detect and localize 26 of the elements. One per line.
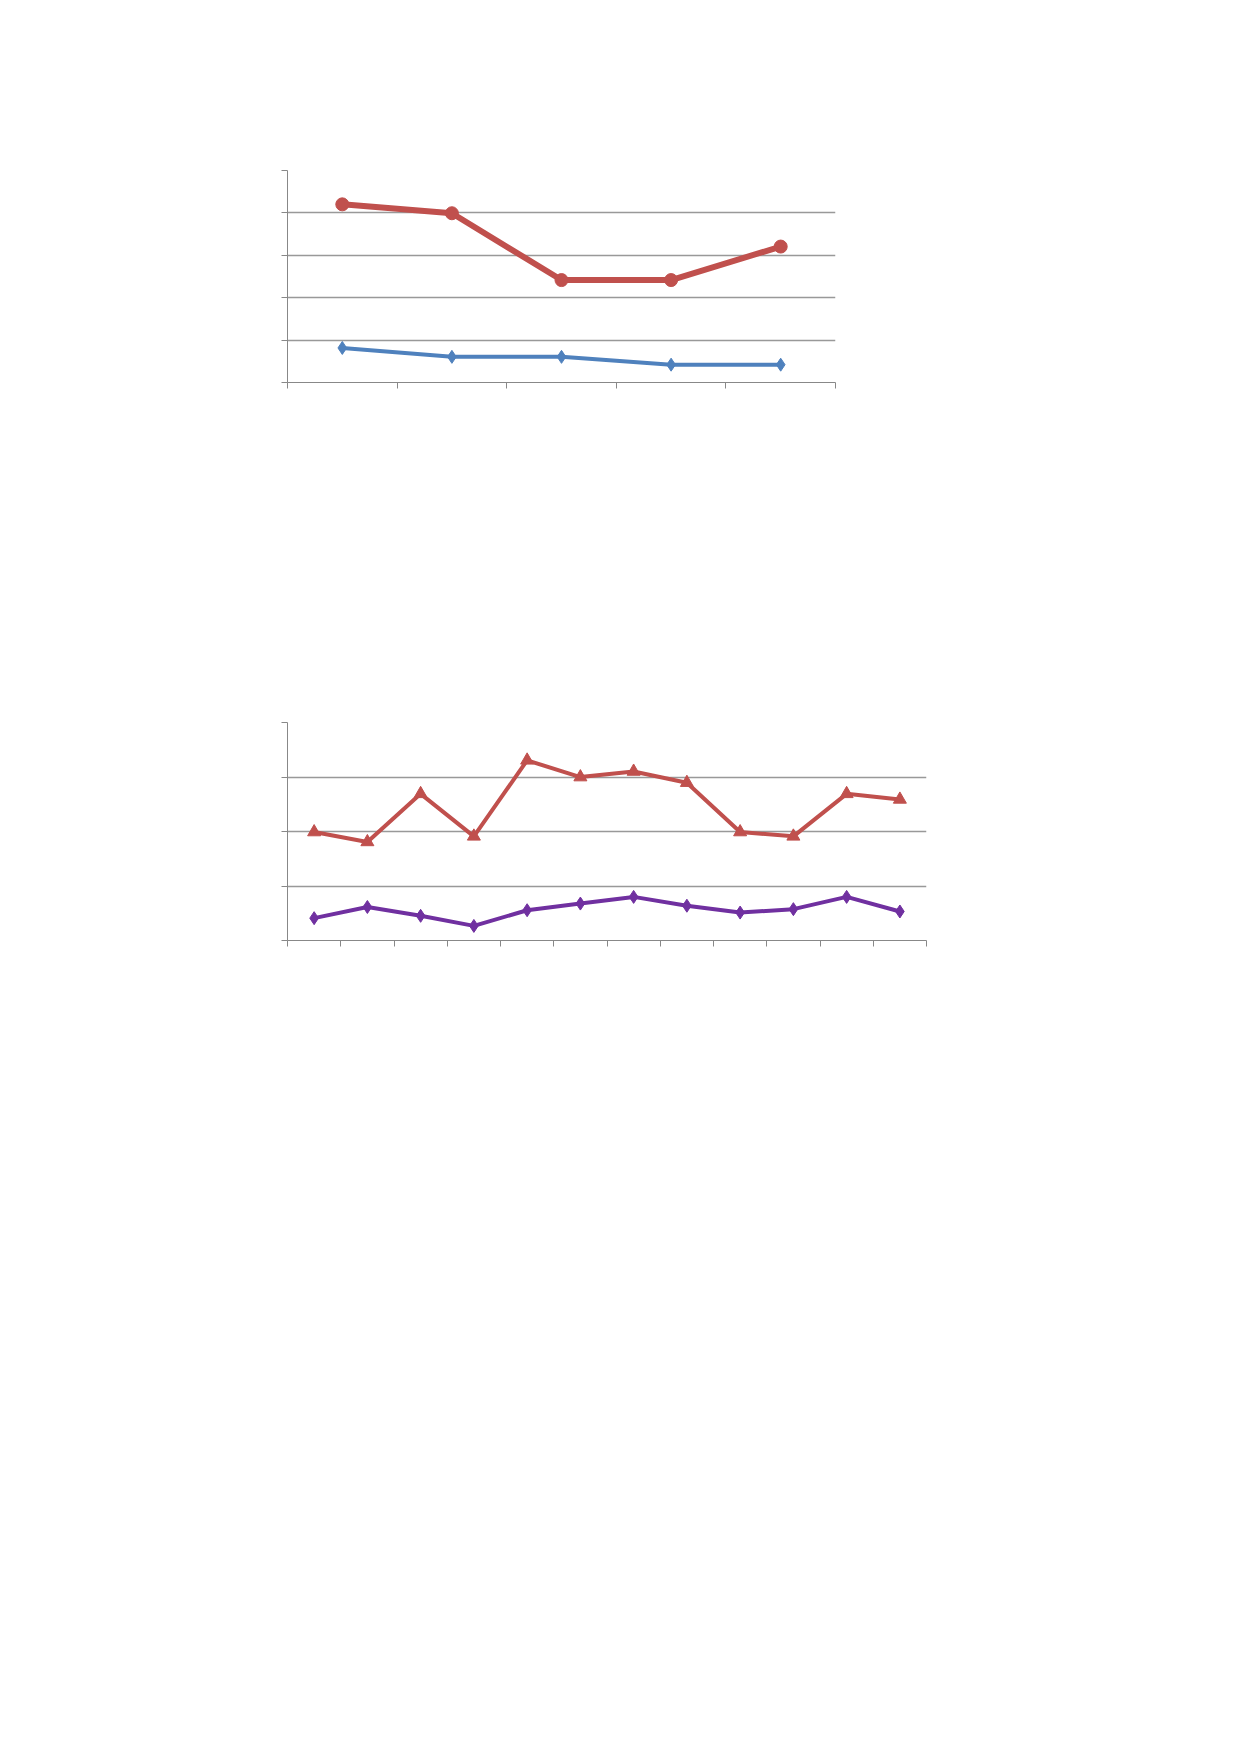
point <box>626 763 641 776</box>
point <box>892 791 907 804</box>
point <box>733 824 748 837</box>
point <box>337 340 348 355</box>
point <box>360 833 375 847</box>
point <box>362 899 373 914</box>
point <box>841 889 852 904</box>
point <box>786 828 801 841</box>
point <box>679 774 694 787</box>
point <box>775 357 786 372</box>
point <box>575 896 586 911</box>
point <box>466 828 481 841</box>
point <box>573 769 588 782</box>
point <box>444 206 459 221</box>
point <box>664 273 679 288</box>
point <box>554 273 569 288</box>
point <box>413 785 428 799</box>
point <box>839 785 854 799</box>
point <box>520 752 535 765</box>
point <box>415 908 426 923</box>
point <box>788 902 799 917</box>
point <box>628 889 639 904</box>
point <box>335 197 350 212</box>
point <box>556 349 567 364</box>
point <box>307 824 322 837</box>
point <box>773 239 788 254</box>
